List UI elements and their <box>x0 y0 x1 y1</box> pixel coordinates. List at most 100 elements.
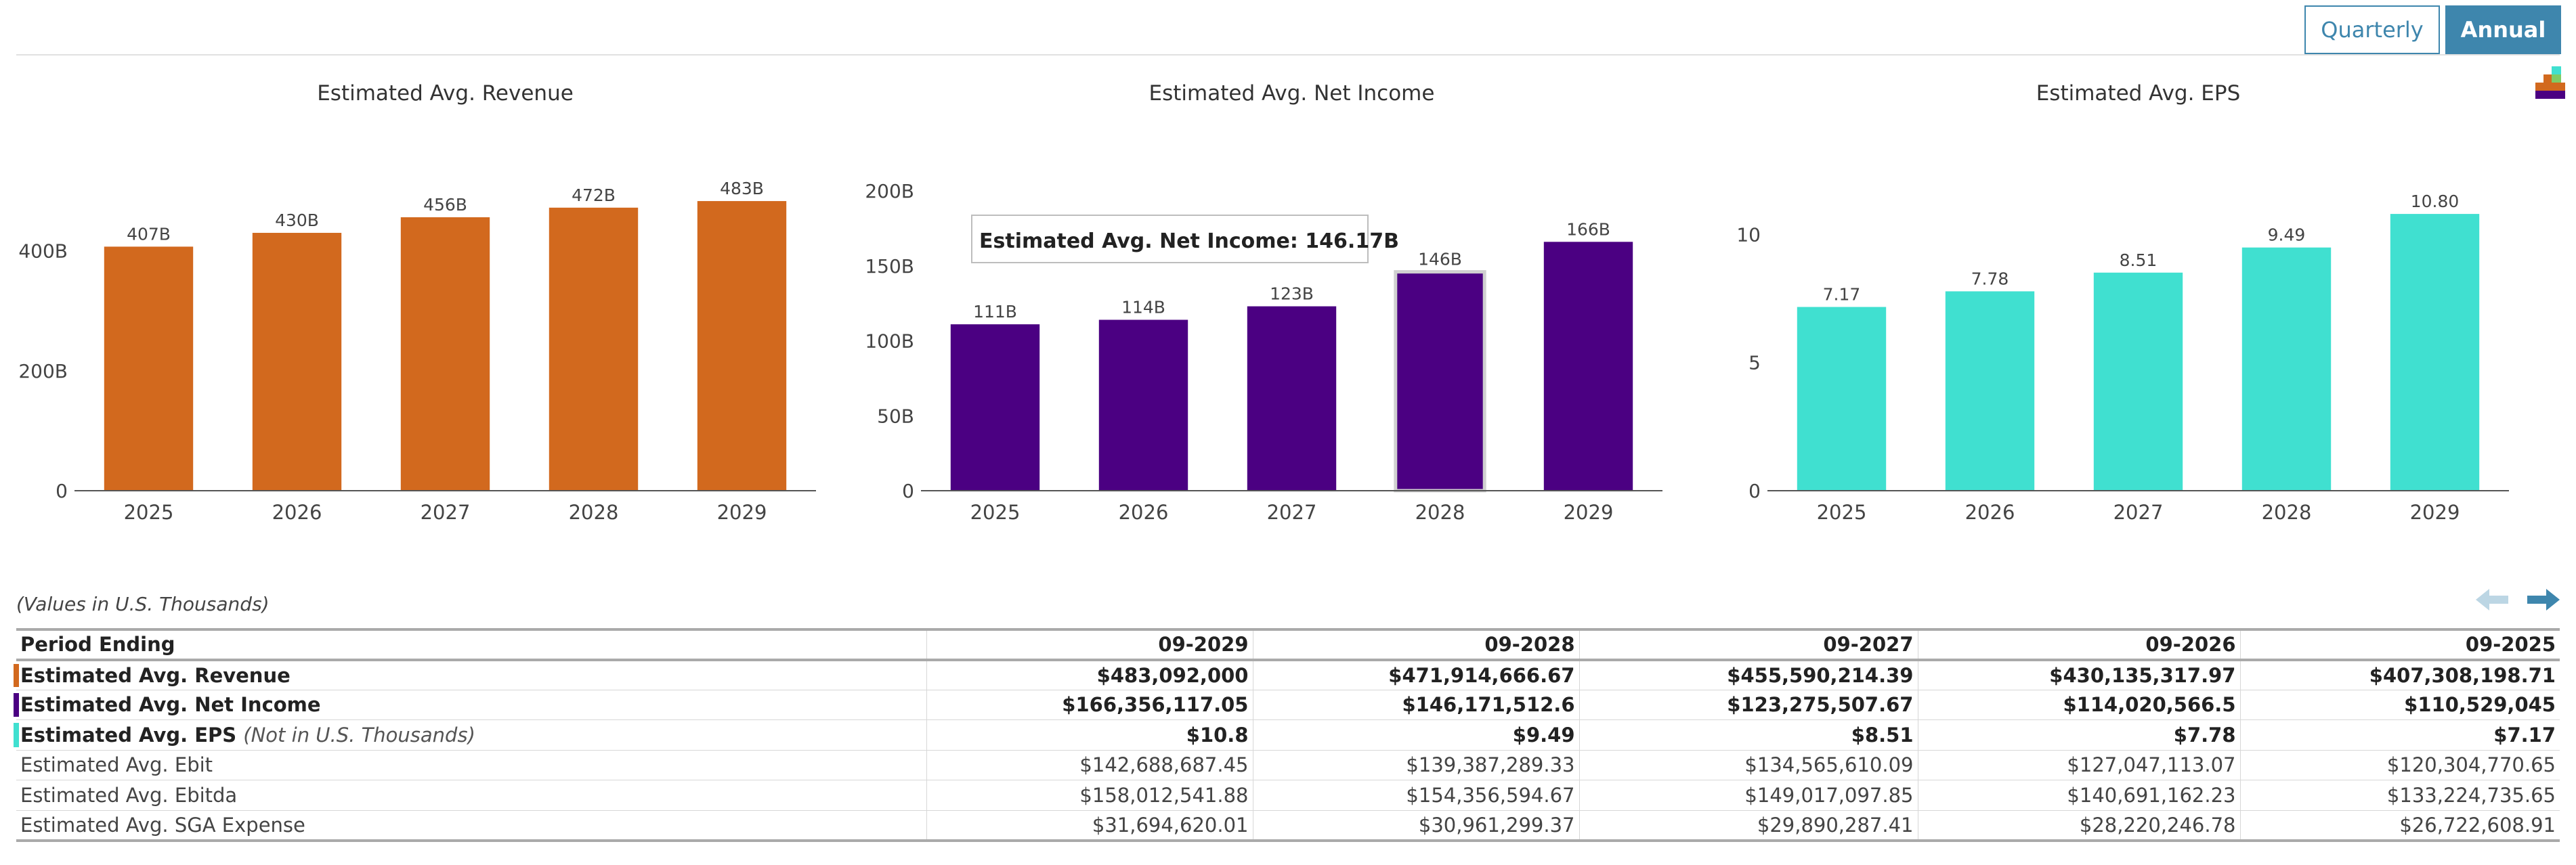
row-label-text: Estimated Avg. EPS <box>20 723 237 747</box>
row-label: Estimated Avg. EPS (Not in U.S. Thousand… <box>14 719 926 751</box>
y-tick-label: 100B <box>865 330 914 353</box>
tooltip-box <box>971 215 1369 263</box>
table-cell: $120,304,770.65 <box>2239 750 2560 780</box>
bar <box>2093 272 2183 491</box>
x-tick-label: 2027 <box>421 501 471 524</box>
header-period: 09-2029 <box>926 629 1253 661</box>
table-row: Estimated Avg. Ebit $142,688,687.45 $139,3… <box>16 750 2560 780</box>
chart-svg: Estimated Avg. Revenue 0 200B 400B 407B 2025 4… <box>18 81 816 524</box>
row-label: Estimated Avg. Ebitda <box>16 780 926 811</box>
chart-title: Estimated Avg. EPS <box>2036 81 2241 106</box>
header-period-ending: Period Ending <box>16 629 926 661</box>
table-cell: $483,092,000 <box>926 659 1253 690</box>
row-label: Estimated Avg. Ebit <box>16 750 926 780</box>
bar <box>2241 247 2332 491</box>
data-label: 7.17 <box>1823 285 1861 305</box>
row-label: Estimated Avg. Revenue <box>14 659 926 690</box>
eps-chart: Estimated Avg. EPS 0 5 10 7.17 2025 7.78 2026 8.… <box>1693 76 2539 550</box>
table-cell: $140,691,162.23 <box>1917 780 2240 811</box>
estimates-table: Period Ending 09-2029 09-2028 09-2027 09… <box>14 628 2560 842</box>
chart-title: Estimated Avg. Revenue <box>317 81 574 106</box>
table-cell: $7.17 <box>2239 719 2560 751</box>
data-label: 407B <box>127 224 171 244</box>
series-color-swatch <box>14 692 19 717</box>
annual-button[interactable]: Annual <box>2445 5 2561 54</box>
data-label: 146B <box>1418 250 1462 269</box>
values-note: (Values in U.S. Thousands) <box>16 593 270 615</box>
table-cell: $139,387,289.33 <box>1252 750 1579 780</box>
data-label: 9.49 <box>2268 225 2306 245</box>
bar <box>252 233 342 491</box>
row-label: Estimated Avg. Net Income <box>14 690 926 720</box>
x-tick-label: 2027 <box>1267 501 1317 524</box>
x-tick-label: 2028 <box>2262 501 2312 524</box>
data-label: 7.78 <box>1971 269 2009 288</box>
table-row: Estimated Avg. EPS (Not in U.S. Thousand… <box>14 719 2560 751</box>
table-cell: $123,275,507.67 <box>1579 690 1918 720</box>
table-cell: $146,171,512.6 <box>1252 690 1579 720</box>
table-cell: $31,694,620.01 <box>926 810 1253 842</box>
x-tick-label: 2025 <box>124 501 174 524</box>
table-cell: $407,308,198.71 <box>2239 659 2560 690</box>
table-cell: $166,356,117.05 <box>926 690 1253 720</box>
y-tick-label: 5 <box>1748 352 1761 374</box>
x-tick-label: 2029 <box>717 501 767 524</box>
table-cell: $26,722,608.91 <box>2239 810 2560 842</box>
series-color-swatch <box>14 663 19 687</box>
table-cell: $471,914,666.67 <box>1252 659 1579 690</box>
data-label: 111B <box>973 302 1017 321</box>
arrow-right-icon[interactable] <box>2527 589 2560 613</box>
x-tick-label: 2025 <box>1817 501 1867 524</box>
table-cell: $127,047,113.07 <box>1917 750 2240 780</box>
header-period: 09-2025 <box>2239 629 2560 661</box>
bar <box>549 207 639 491</box>
bar <box>104 246 194 491</box>
header-period: 09-2027 <box>1579 629 1918 661</box>
x-tick-label: 2026 <box>272 501 322 524</box>
data-label: 166B <box>1566 219 1610 239</box>
x-tick-label: 2029 <box>2410 501 2460 524</box>
table-cell: $30,961,299.37 <box>1252 810 1579 842</box>
data-label: 114B <box>1121 297 1165 317</box>
table-cell: $142,688,687.45 <box>926 750 1253 780</box>
data-label: 472B <box>572 185 616 205</box>
table-cell: $8.51 <box>1579 719 1918 751</box>
bar <box>1797 307 1887 491</box>
y-tick-label: 10 <box>1736 223 1761 246</box>
bar <box>1394 270 1486 493</box>
data-label: 123B <box>1270 284 1314 304</box>
header-period: 09-2026 <box>1917 629 2240 661</box>
bar <box>1543 242 1633 491</box>
row-label-text: Estimated Avg. Ebit <box>20 753 213 777</box>
bar <box>697 201 787 491</box>
table-row: Estimated Avg. SGA Expense $31,694,620.01… <box>16 810 2560 842</box>
series-color-swatch <box>14 723 19 747</box>
stacked-bars-icon[interactable] <box>2535 66 2565 100</box>
tooltip: Estimated Avg. Net Income: 146.17B <box>971 215 1399 263</box>
x-tick-label: 2025 <box>970 501 1021 524</box>
data-label: 8.51 <box>2120 250 2158 270</box>
y-tick-label: 50B <box>877 405 914 427</box>
x-tick-label: 2028 <box>1415 501 1465 524</box>
tooltip-text: Estimated Avg. Net Income: 146.17B <box>979 229 1399 253</box>
chart-svg: Estimated Avg. EPS 0 5 10 7.17 2025 7.78 2026 8.… <box>1736 81 2509 524</box>
divider <box>16 54 2560 56</box>
row-label-text: Estimated Avg. Revenue <box>20 663 291 687</box>
table-cell: $149,017,097.85 <box>1579 780 1918 811</box>
period-toggle: Quarterly Annual <box>2304 5 2561 54</box>
row-label-text: Estimated Avg. SGA Expense <box>20 813 305 837</box>
x-tick-label: 2027 <box>2113 501 2164 524</box>
bar <box>1247 306 1337 491</box>
table-cell: $114,020,566.5 <box>1917 690 2240 720</box>
table-cell: $29,890,287.41 <box>1579 810 1918 842</box>
quarterly-button[interactable]: Quarterly <box>2304 5 2440 54</box>
y-tick-label: 0 <box>1748 480 1761 502</box>
table-row: Estimated Avg. Revenue $483,092,000 $471,9… <box>14 659 2560 690</box>
table-pager <box>2476 589 2560 613</box>
chart-svg: Estimated Avg. Net Income 0 50B 100B 150B 200… <box>865 81 1662 524</box>
net-income-chart: Estimated Avg. Net Income 0 50B 100B 150B 200… <box>846 76 1693 550</box>
table-cell: $430,135,317.97 <box>1917 659 2240 690</box>
arrow-left-icon[interactable] <box>2476 589 2508 613</box>
table-cell: $158,012,541.88 <box>926 780 1253 811</box>
row-note: (Not in U.S. Thousands) <box>243 723 475 747</box>
